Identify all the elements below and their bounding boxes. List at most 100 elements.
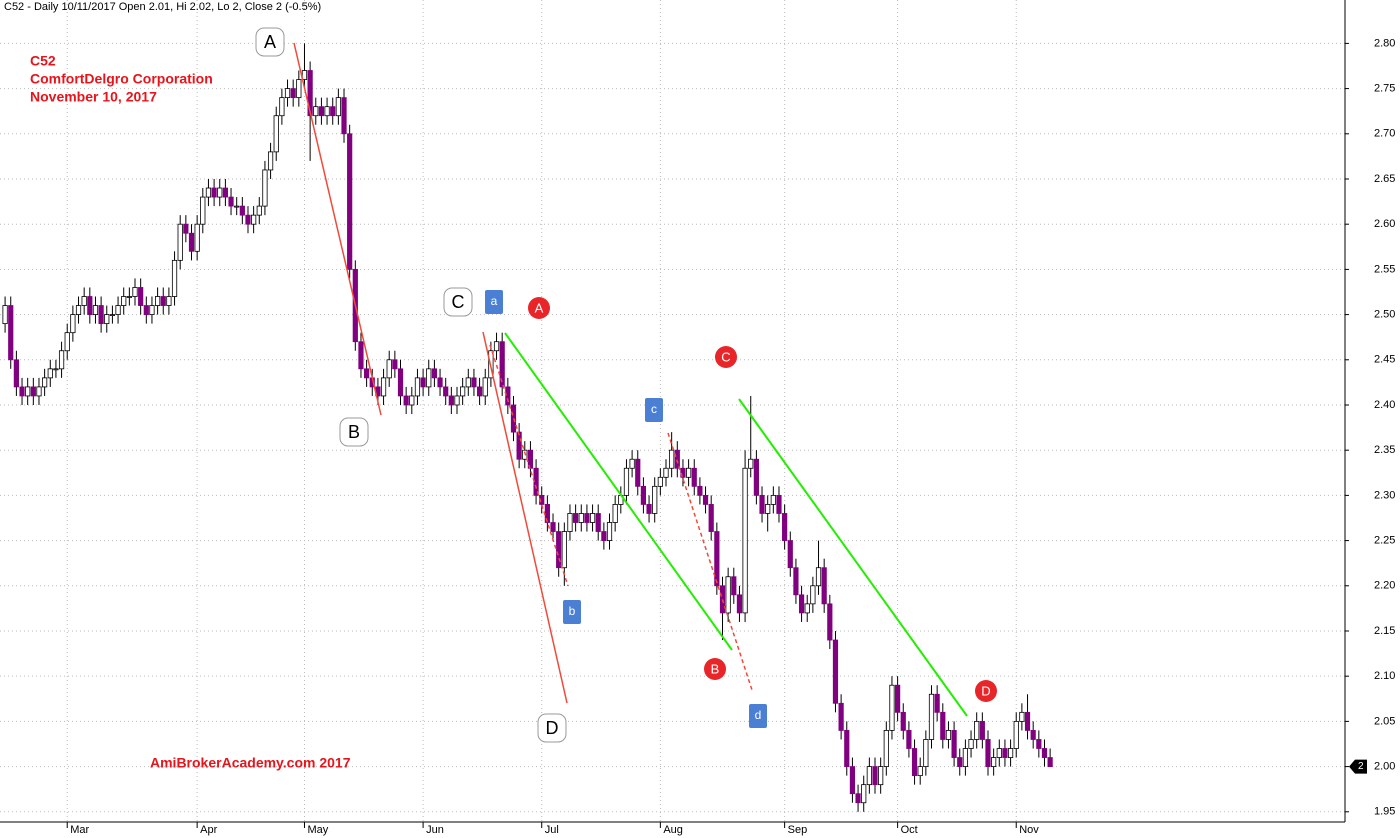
x-tick-label: Jun xyxy=(426,824,444,836)
candle-body xyxy=(87,296,93,315)
candle-body xyxy=(13,359,19,388)
candle-body xyxy=(691,467,697,487)
candle-body xyxy=(194,223,200,252)
candle-body xyxy=(403,395,409,406)
candle-body xyxy=(584,513,590,523)
candle-body xyxy=(974,720,980,740)
candle-body xyxy=(109,314,116,316)
candle-body xyxy=(725,576,731,614)
candle-body xyxy=(652,485,658,514)
y-tick-label: 2.65 xyxy=(1374,173,1395,185)
candle-body xyxy=(75,305,82,315)
candle-body xyxy=(1036,739,1042,749)
candle-body xyxy=(595,513,601,532)
y-tick-label: 2.05 xyxy=(1374,715,1395,727)
wave-label: d xyxy=(755,708,762,722)
candle-body xyxy=(1013,720,1019,749)
candle-body xyxy=(883,730,889,767)
candle-body xyxy=(81,296,87,306)
candle-body xyxy=(657,476,663,487)
y-tick-label: 2.80 xyxy=(1374,37,1395,49)
candle-body xyxy=(324,106,330,117)
candle-body xyxy=(900,711,906,731)
candle-body xyxy=(335,97,341,117)
x-tick-label: Sep xyxy=(788,824,808,836)
candle-body xyxy=(358,341,364,370)
candle-body xyxy=(98,305,104,325)
candle-body xyxy=(251,214,257,225)
candle-body xyxy=(8,305,14,361)
candle-body xyxy=(426,368,432,388)
trend-lines xyxy=(293,42,968,717)
wave-square xyxy=(563,600,581,624)
y-tick-label: 2.45 xyxy=(1374,354,1395,366)
wave-label: C xyxy=(452,292,465,312)
candle-body xyxy=(465,377,471,388)
candle-body xyxy=(753,458,759,496)
candle-body xyxy=(58,350,65,370)
wave-label: D xyxy=(981,683,990,698)
candle-body xyxy=(810,585,816,605)
wave-box xyxy=(443,287,473,317)
candle-body xyxy=(1047,757,1053,767)
candle-body xyxy=(985,739,991,767)
candle-body xyxy=(341,97,347,135)
y-tick-label: 2.75 xyxy=(1374,82,1395,94)
y-tick-label: 2.55 xyxy=(1374,263,1395,275)
grid xyxy=(0,0,1345,822)
candle-body xyxy=(420,377,426,388)
candle-body xyxy=(234,205,240,208)
wave-box xyxy=(537,713,567,743)
candle-body xyxy=(550,522,556,532)
candle-body xyxy=(945,730,952,740)
candle-body xyxy=(556,531,562,569)
y-tick-label: 2.30 xyxy=(1374,489,1395,501)
candle-body xyxy=(256,205,262,216)
wave-square xyxy=(749,704,767,728)
candle-body xyxy=(284,88,291,99)
candle-body xyxy=(64,332,70,352)
candle-body xyxy=(736,594,743,614)
last-price-tag xyxy=(1349,759,1367,774)
y-tick-label: 1.95 xyxy=(1374,806,1395,818)
candle-body xyxy=(104,314,110,325)
y-tick-label: 2.10 xyxy=(1374,670,1395,682)
candle-body xyxy=(782,513,788,541)
candle-body xyxy=(364,368,370,379)
wave-label: A xyxy=(264,32,276,52)
candle-body xyxy=(923,739,929,767)
candle-body xyxy=(1019,711,1025,722)
candle-body xyxy=(680,467,686,478)
last-price-label: 2 xyxy=(1358,761,1364,772)
candle-body xyxy=(951,730,957,758)
candle-body xyxy=(19,386,25,397)
candle-body xyxy=(567,513,573,532)
candle-body xyxy=(397,368,404,397)
candle-body xyxy=(601,531,607,541)
candle-body xyxy=(188,232,195,252)
candle-body xyxy=(895,684,901,713)
x-tick-label: Nov xyxy=(1019,824,1039,836)
y-tick-label: 2.25 xyxy=(1374,534,1395,546)
wave-label: b xyxy=(569,604,576,618)
candle-body xyxy=(708,504,714,532)
candle-body xyxy=(217,187,223,198)
x-tick-label: Mar xyxy=(70,824,89,836)
candle-body xyxy=(804,603,810,614)
candle-body xyxy=(1024,711,1031,731)
candle-body xyxy=(663,467,669,478)
wave-circle xyxy=(715,346,737,368)
candle-body xyxy=(934,693,940,713)
chart-date: November 10, 2017 xyxy=(30,89,157,105)
candle-body xyxy=(171,259,178,297)
candle-body xyxy=(669,449,675,469)
candle-body xyxy=(640,485,647,505)
x-tick-label: May xyxy=(307,824,328,836)
candle-body xyxy=(149,305,155,315)
trend-line xyxy=(667,432,753,691)
candle-body xyxy=(759,494,765,514)
candle-body xyxy=(448,395,454,406)
x-tick-label: Apr xyxy=(200,824,217,836)
chart-title: C52 - Daily 10/11/2017 Open 2.01, Hi 2.0… xyxy=(4,1,321,13)
candle-body xyxy=(623,467,630,496)
